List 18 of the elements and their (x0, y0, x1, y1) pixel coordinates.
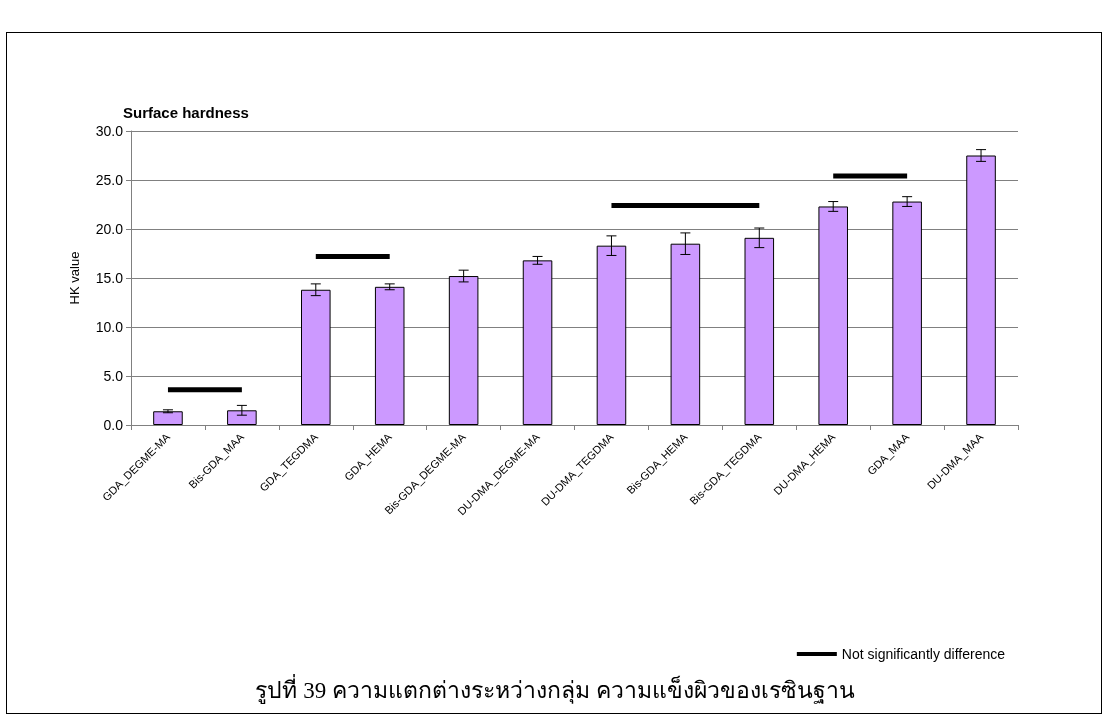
bar (374, 286, 405, 425)
y-tick-label: 10.0 (95, 319, 124, 335)
y-tick-label: 25.0 (95, 172, 124, 188)
legend-label: Not significantly difference (841, 646, 1006, 662)
bar (522, 260, 553, 425)
y-axis-title: HK value (67, 251, 82, 305)
bar (818, 206, 848, 425)
y-tick-label: 0.0 (103, 417, 124, 433)
y-tick-label: 15.0 (95, 270, 124, 286)
bar (227, 410, 257, 425)
bar (301, 289, 331, 425)
bar (892, 201, 922, 425)
y-tick-label: 5.0 (103, 368, 124, 384)
y-tick-label: 20.0 (95, 221, 124, 237)
chart-title: Surface hardness (123, 104, 249, 121)
text: รูปที่ 39 ความแตกต่างระหว่างกลุ่ม ความแข็งผิวของเรซินฐาน (254, 673, 856, 706)
bar (153, 411, 183, 425)
y-tick-label: 30.0 (95, 123, 124, 139)
